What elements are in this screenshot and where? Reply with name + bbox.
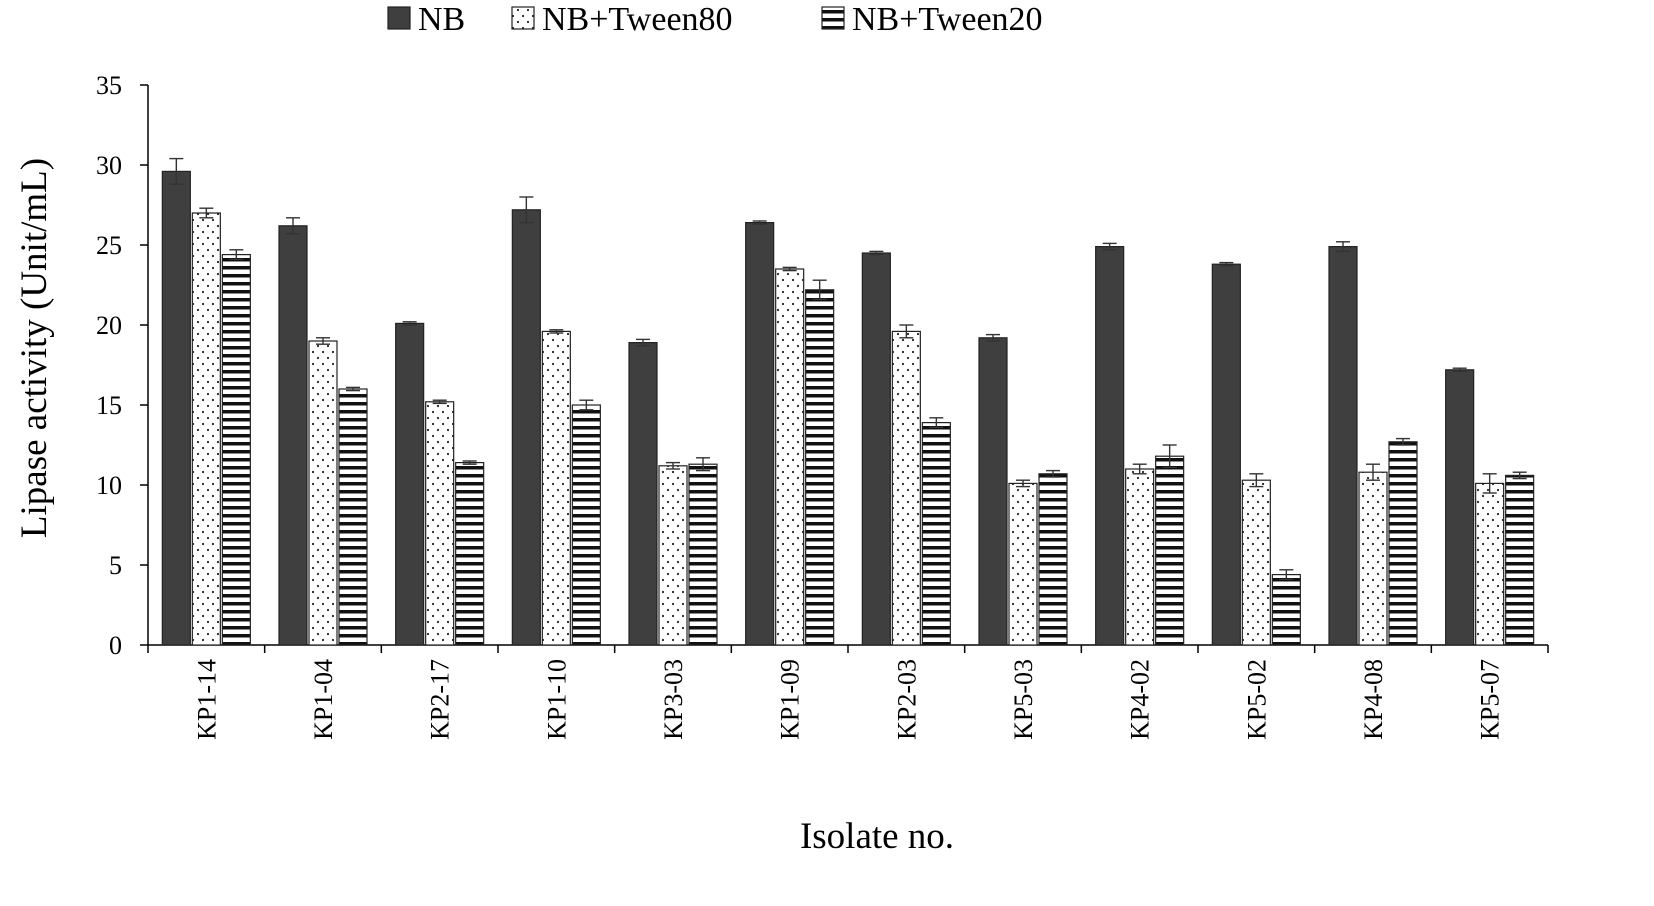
legend-swatch [511, 6, 535, 30]
y-tick-label: 5 [109, 551, 122, 580]
bar-dotted [1008, 482, 1038, 646]
x-tick-label: KP2-17 [426, 659, 455, 740]
bar-solid-dark [395, 322, 425, 646]
y-tick-label: 10 [96, 471, 122, 500]
legend: NB NB+Tween80 NB+Tween20 [387, 1, 1043, 38]
bar-dotted [191, 212, 221, 646]
x-tick-label: KP4-02 [1126, 659, 1155, 740]
bar-dotted [891, 330, 921, 646]
bar-solid-dark [628, 342, 658, 646]
y-tick-label: 15 [96, 391, 122, 420]
bar-horizontal-lines [1505, 474, 1535, 646]
plot-area: 0 5 10 15 20 25 30 35 KP1-14 KP1-04 KP2-17 KP1-10 KP… [96, 71, 1549, 740]
bar-solid-dark [978, 337, 1008, 646]
bar-horizontal-lines [1271, 573, 1301, 646]
bar-horizontal-lines [455, 462, 485, 646]
bar-dotted [1125, 468, 1155, 646]
legend-label: NB [418, 1, 465, 38]
x-tick-label: KP5-07 [1476, 659, 1505, 740]
x-tick-label: KP1-09 [776, 659, 805, 740]
x-tick-label: KP1-04 [309, 659, 338, 740]
y-tick-label: 35 [96, 71, 122, 100]
bar-horizontal-lines [338, 388, 368, 646]
bar-solid-dark [1328, 246, 1358, 646]
bar-horizontal-lines [921, 422, 951, 646]
bar-horizontal-lines [688, 463, 718, 646]
bar-solid-dark [745, 222, 775, 646]
bar-dotted [541, 330, 571, 646]
y-tick-label: 20 [96, 311, 122, 340]
bar-horizontal-lines [221, 254, 251, 646]
bar-solid-dark [278, 225, 308, 646]
x-tick-label: KP1-10 [542, 659, 571, 740]
bar-dotted [1358, 471, 1388, 646]
bar-dotted [308, 340, 338, 646]
legend-label: NB+Tween80 [542, 1, 733, 38]
x-tick-label: KP5-02 [1242, 659, 1271, 740]
bar-dotted [775, 268, 805, 646]
bar-dotted [658, 465, 688, 646]
bar-solid-dark [1095, 246, 1125, 646]
y-tick-label: 25 [96, 231, 122, 260]
bar-horizontal-lines [571, 404, 601, 646]
y-tick-label: 0 [109, 631, 122, 660]
bar-dotted [425, 401, 455, 646]
legend-label: NB+Tween20 [852, 1, 1043, 38]
y-axis-title: Lipase activity (Unit/mL) [14, 158, 55, 538]
bar-solid-dark [511, 209, 541, 646]
y-tick-label: 30 [96, 151, 122, 180]
bar-dotted [1241, 479, 1271, 646]
legend-swatch [821, 6, 845, 30]
bar-solid-dark [1211, 263, 1241, 646]
bar-solid-dark [1445, 369, 1475, 646]
x-axis-title: Isolate no. [800, 816, 954, 857]
x-tick-label: KP1-14 [192, 659, 221, 740]
x-tick-label: KP3-03 [659, 659, 688, 740]
x-tick-label: KP5-03 [1009, 659, 1038, 740]
x-tick-label: KP4-08 [1359, 659, 1388, 740]
legend-swatch [387, 6, 411, 30]
bar-dotted [1475, 482, 1505, 646]
bar-horizontal-lines [805, 289, 835, 646]
bar-horizontal-lines [1155, 455, 1185, 646]
x-tick-label: KP2-03 [892, 659, 921, 740]
bar-solid-dark [161, 170, 191, 646]
bar-horizontal-lines [1038, 473, 1068, 646]
bar-horizontal-lines [1388, 441, 1418, 646]
bar-solid-dark [861, 252, 891, 646]
